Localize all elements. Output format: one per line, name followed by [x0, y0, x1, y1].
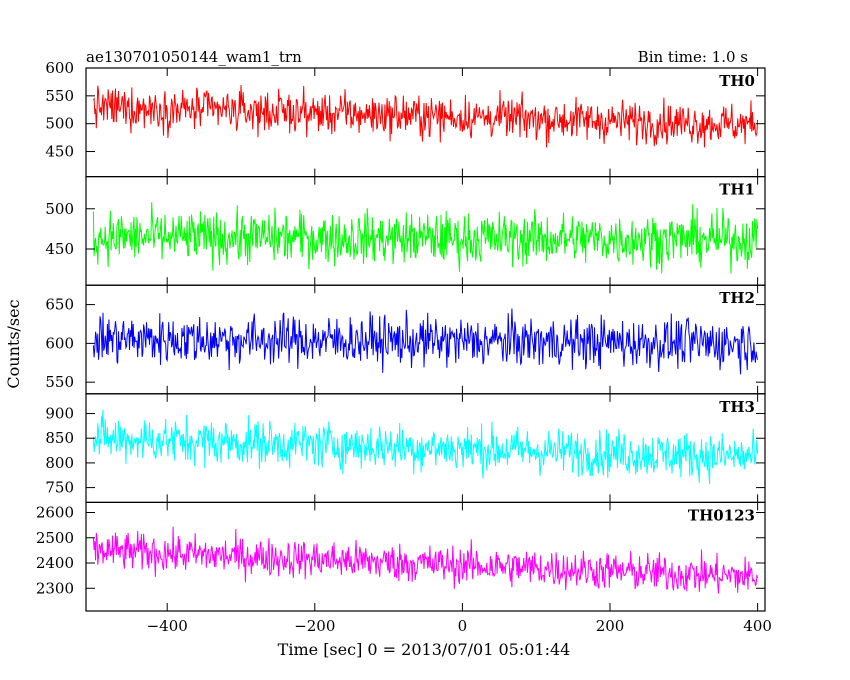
- panel-label: TH0123: [688, 506, 755, 524]
- panel-frame: [85, 176, 766, 286]
- series-th2: [92, 308, 759, 375]
- y-tick-label: 2600: [36, 504, 74, 522]
- y-tick-label: 900: [45, 405, 74, 423]
- y-tick-label: 600: [45, 334, 74, 352]
- y-tick-label: 500: [45, 115, 74, 133]
- panel-th0123: 2300 2400 2500 2600 TH0123: [36, 501, 766, 612]
- panel-th2: 550 600 650 TH2: [45, 284, 766, 395]
- y-tick-label: 2300: [36, 579, 74, 597]
- y-tick-label: 2500: [36, 529, 74, 547]
- panel-frame: [85, 501, 766, 612]
- panel-label: TH3: [719, 398, 755, 416]
- y-tick-label: 550: [45, 373, 74, 391]
- series-th0: [92, 84, 759, 148]
- x-axis: −400 −200 0 200 400: [147, 617, 772, 635]
- y-tick-label: 2400: [36, 554, 74, 572]
- y-tick-label: 650: [45, 296, 74, 314]
- bin-time-label: Bin time: 1.0 s: [638, 48, 748, 66]
- y-tick-label: 450: [45, 143, 74, 161]
- chart-title: ae130701050144_wam1_trn: [86, 48, 302, 66]
- x-tick-label: −200: [294, 617, 335, 635]
- x-tick-label: 0: [458, 617, 468, 635]
- panel-th3: 750 800 850 900 TH3: [45, 393, 766, 503]
- y-tick-label: 500: [45, 200, 74, 218]
- panel-label: TH0: [719, 72, 755, 90]
- x-axis-label: Time [sec] 0 = 2013/07/01 05:01:44: [278, 640, 571, 659]
- panel-label: TH2: [719, 289, 755, 307]
- panel-th0: 450 500 550 600 TH0: [45, 59, 766, 178]
- panel-th1: 450 500 TH1: [45, 176, 766, 286]
- panels-group: 450 500 550 600 TH0 450 500 TH1 550 600 650 TH2 750 8…: [36, 59, 766, 612]
- y-tick-label: 850: [45, 429, 74, 447]
- y-axis-label: Counts/sec: [4, 299, 23, 388]
- series-th3: [92, 409, 759, 484]
- y-tick-label: 600: [45, 59, 74, 77]
- series-th1: [92, 202, 759, 274]
- y-tick-label: 800: [45, 454, 74, 472]
- x-tick-label: 400: [743, 617, 772, 635]
- y-tick-label: 550: [45, 87, 74, 105]
- y-tick-label: 450: [45, 240, 74, 258]
- series-th0123: [92, 526, 759, 594]
- x-tick-label: −400: [147, 617, 188, 635]
- y-tick-label: 750: [45, 479, 74, 497]
- x-tick-label: 200: [596, 617, 625, 635]
- panel-label: TH1: [719, 181, 755, 199]
